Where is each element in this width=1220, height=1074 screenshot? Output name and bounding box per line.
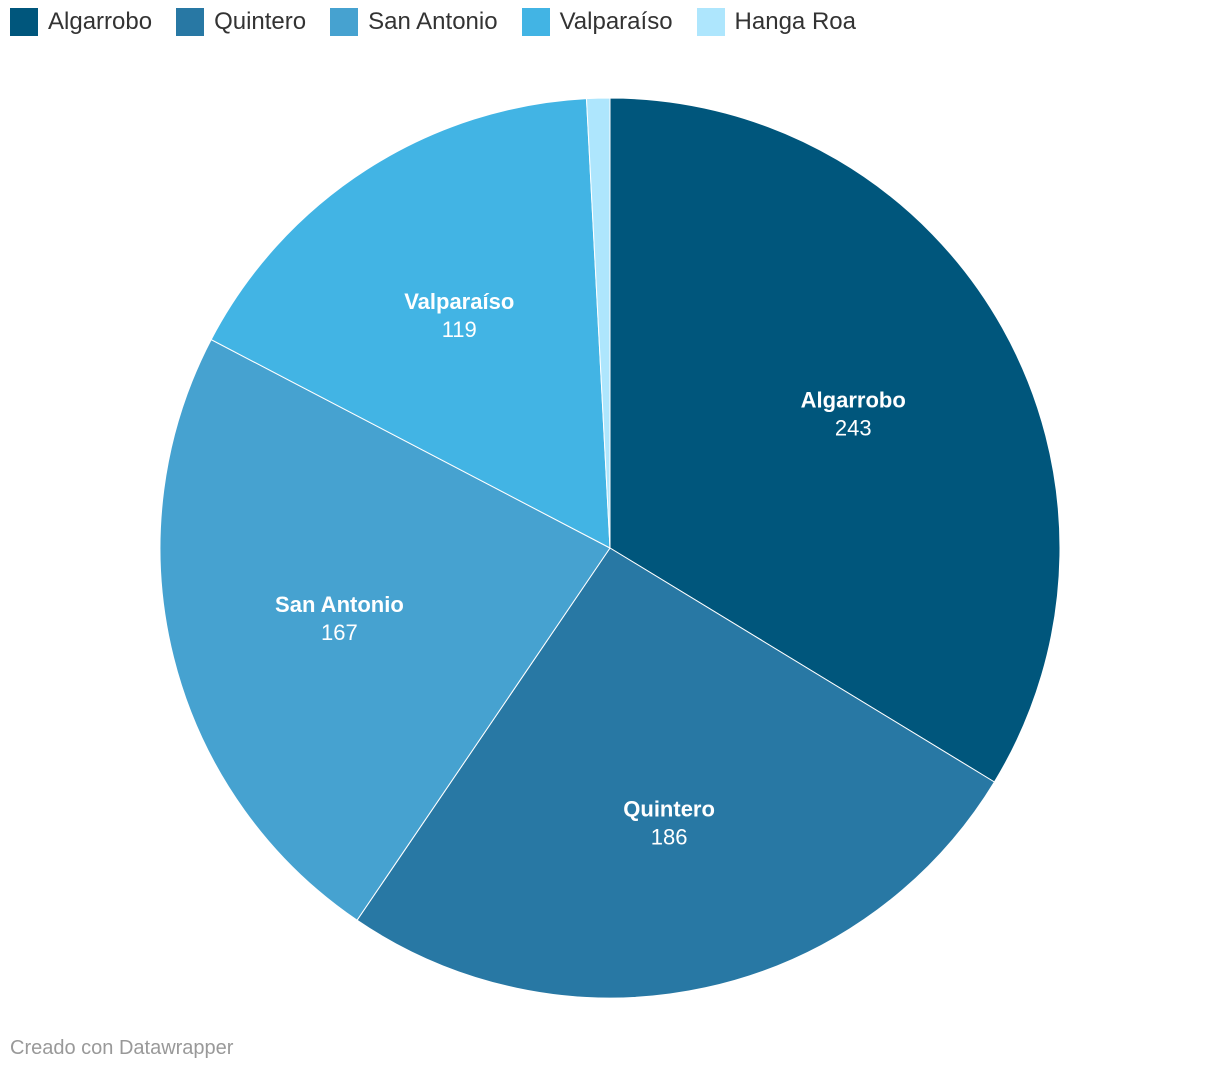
slice-value-san-antonio: 167 [321,620,358,645]
legend-item-algarrobo: Algarrobo [10,8,152,36]
pie-slice-algarrobo [609,97,1061,783]
datawrapper-credit: Creado con Datawrapper [10,1037,234,1059]
legend-swatch [10,8,38,36]
pie-slice-hanga-roa [585,97,611,549]
legend-swatch [521,8,550,36]
legend-label: San Antonio [368,8,498,35]
slice-label-quintero: Quintero [623,797,715,822]
legend-item-san-antonio: San Antonio [330,8,498,36]
pie-slice-quintero [356,547,996,999]
legend-swatch [330,8,359,36]
legend-label: Algarrobo [48,8,153,35]
slice-value-quintero: 186 [651,825,688,850]
legend-label: Valparaíso [559,8,673,35]
slice-label-algarrobo: Algarrobo [801,387,906,412]
chart-legend: Algarrobo Quintero San Antonio Valparaíso Ha… [10,8,880,36]
legend-label: Hanga Roa [734,8,856,35]
legend-label: Quintero [214,8,307,35]
slice-label-san-antonio: San Antonio [275,592,404,617]
legend-item-hanga-roa: Hanga Roa [696,8,856,36]
legend-item-valparaiso: Valparaíso [521,8,673,36]
slice-value-valparaiso: 119 [442,317,477,342]
legend-item-quintero: Quintero [176,8,306,36]
slice-value-algarrobo: 243 [835,415,872,440]
legend-swatch [696,8,725,36]
legend-swatch [176,8,205,36]
pie-slice-valparaiso [210,98,611,549]
slice-label-valparaiso: Valparaíso [404,289,514,314]
pie-slice-san-antonio [159,338,611,921]
